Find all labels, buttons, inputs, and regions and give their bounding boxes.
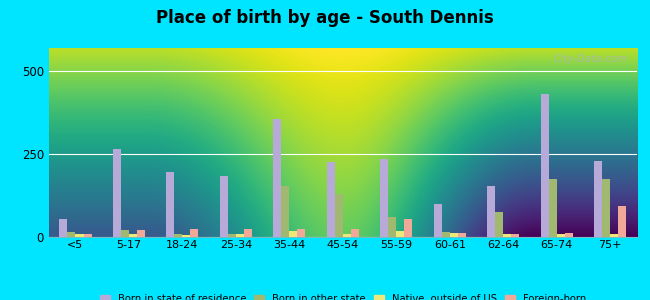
Bar (174, 234, 183, 237)
Bar (343, 234, 351, 237)
Bar (274, 119, 281, 237)
Bar (557, 234, 565, 237)
Bar (618, 206, 627, 237)
Bar (75, 234, 83, 237)
Bar (298, 229, 305, 237)
Bar (351, 229, 359, 237)
Bar (503, 234, 512, 237)
Bar (594, 161, 603, 237)
Bar (244, 229, 252, 237)
Bar (380, 159, 388, 237)
Bar (495, 212, 503, 237)
Bar (541, 94, 549, 237)
Bar (488, 186, 495, 237)
Bar (59, 219, 68, 237)
Bar (281, 186, 289, 237)
Bar (289, 231, 298, 237)
Bar (83, 234, 92, 237)
Bar (404, 219, 412, 237)
Bar (458, 233, 466, 237)
Bar (166, 172, 174, 237)
Bar (442, 232, 450, 237)
Bar (183, 235, 190, 237)
Bar (137, 230, 145, 237)
Bar (228, 234, 236, 237)
Bar (549, 179, 557, 237)
Bar (121, 230, 129, 237)
Bar (603, 179, 610, 237)
Bar (610, 234, 618, 237)
Bar (220, 176, 228, 237)
Bar (68, 232, 75, 237)
Bar (512, 234, 519, 237)
Bar (434, 204, 442, 237)
Bar (396, 231, 404, 237)
Bar (327, 162, 335, 237)
Legend: Born in state of residence, Born in other state, Native, outside of US, Foreign-: Born in state of residence, Born in othe… (97, 291, 589, 300)
Bar (335, 194, 343, 237)
Bar (565, 233, 573, 237)
Bar (388, 217, 396, 237)
Bar (113, 149, 121, 237)
Bar (450, 233, 458, 237)
Bar (190, 229, 198, 237)
Text: Place of birth by age - South Dennis: Place of birth by age - South Dennis (156, 9, 494, 27)
Bar (129, 234, 137, 237)
Text: City-Data.com: City-Data.com (554, 54, 628, 64)
Bar (236, 234, 244, 237)
